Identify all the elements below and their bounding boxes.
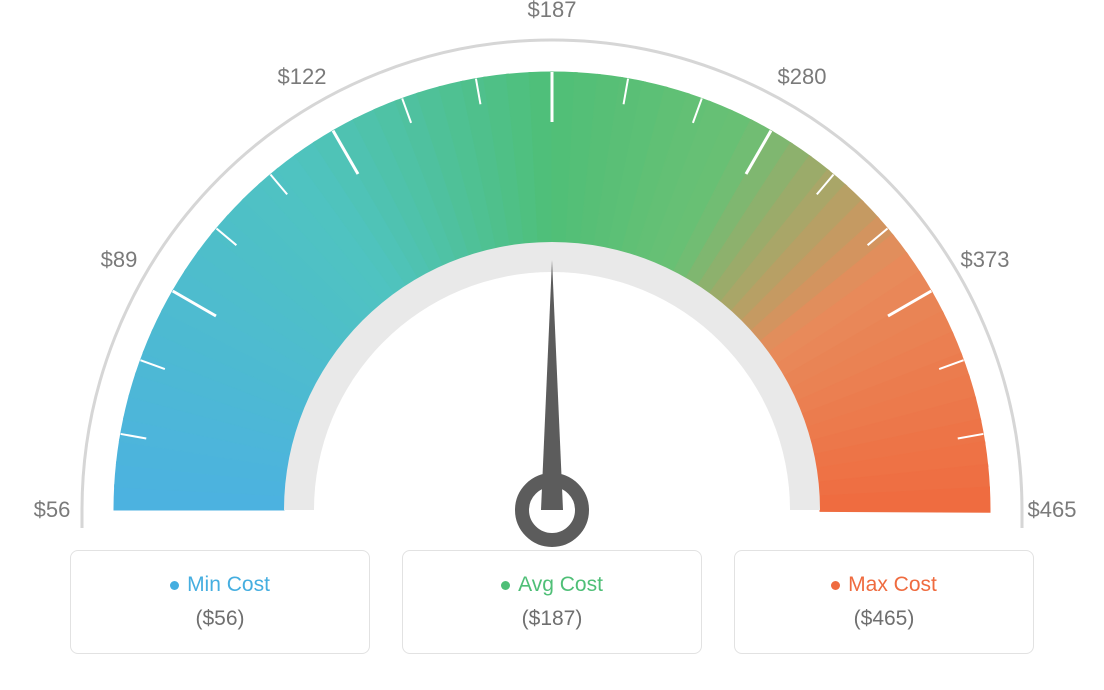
gauge-tick-label: $122 xyxy=(278,64,327,90)
legend-label-avg: Avg Cost xyxy=(518,573,603,597)
gauge-tick-label: $373 xyxy=(961,247,1010,273)
legend-value-min: ($56) xyxy=(195,607,244,631)
gauge-chart: $56 $89 $122 $187 $280 $373 $465 xyxy=(0,0,1104,540)
legend-label-min: Min Cost xyxy=(187,573,270,597)
legend-title-min: Min Cost xyxy=(170,573,270,597)
legend-title-max: Max Cost xyxy=(831,573,937,597)
legend-dot-max xyxy=(831,581,840,590)
gauge-tick-label: $89 xyxy=(101,247,138,273)
legend-card-min: Min Cost ($56) xyxy=(70,550,370,654)
legend-label-max: Max Cost xyxy=(848,573,937,597)
legend-card-max: Max Cost ($465) xyxy=(734,550,1034,654)
gauge-tick-label: $56 xyxy=(34,497,71,523)
legend-dot-avg xyxy=(501,581,510,590)
gauge-tick-label: $280 xyxy=(778,64,827,90)
gauge-tick-label: $187 xyxy=(528,0,577,23)
legend-row: Min Cost ($56) Avg Cost ($187) Max Cost … xyxy=(0,550,1104,654)
legend-value-max: ($465) xyxy=(854,607,915,631)
legend-value-avg: ($187) xyxy=(522,607,583,631)
gauge-svg xyxy=(0,0,1104,560)
legend-dot-min xyxy=(170,581,179,590)
legend-card-avg: Avg Cost ($187) xyxy=(402,550,702,654)
gauge-tick-label: $465 xyxy=(1028,497,1077,523)
legend-title-avg: Avg Cost xyxy=(501,573,603,597)
